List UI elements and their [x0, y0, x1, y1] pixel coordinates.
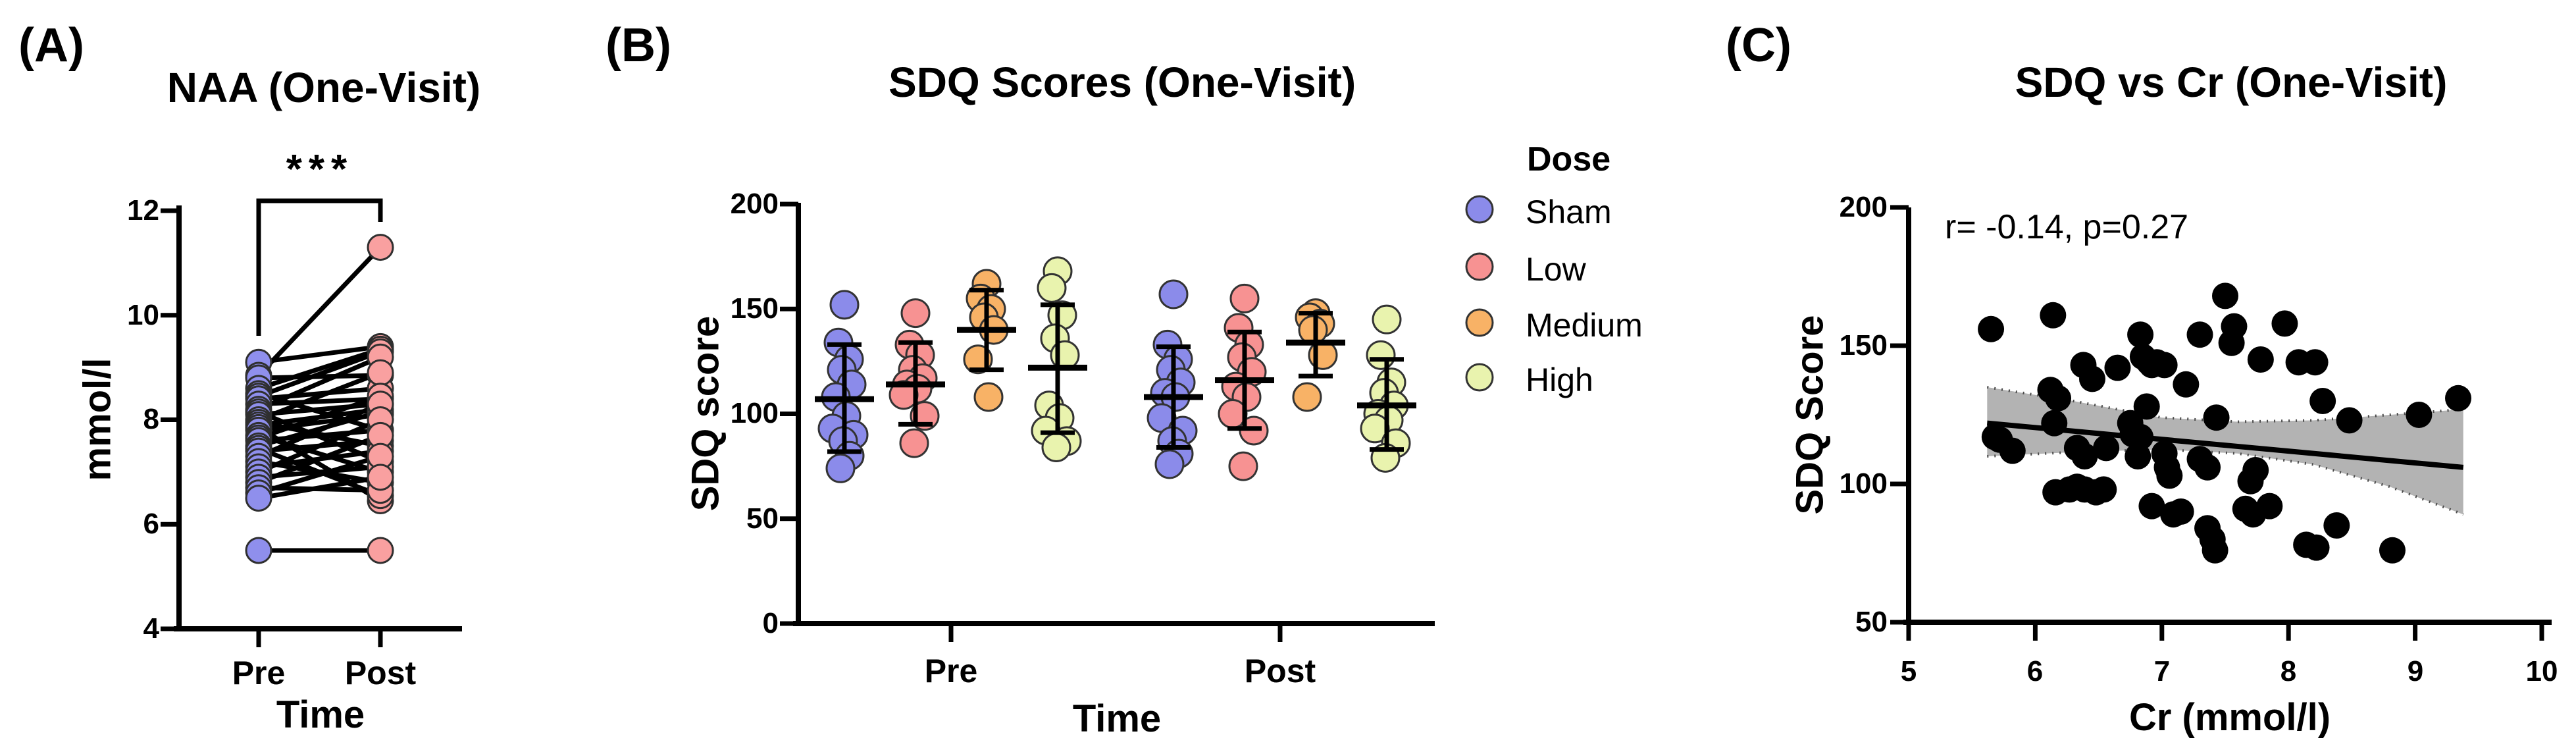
- panel-a-x-axis-label: Time: [276, 693, 365, 736]
- panel-c-label: (C): [1726, 19, 1791, 72]
- panel-c-xtick-9: 9: [2407, 655, 2424, 687]
- legend-label-low: Low: [1526, 251, 1586, 288]
- panel-c-ytick-100: 100: [1839, 468, 1888, 500]
- panel-a-ytick-6: 6: [143, 508, 159, 540]
- panel-a-xcat-post: Post: [344, 654, 417, 691]
- panel-b-ytick-100: 100: [730, 397, 779, 429]
- panel-c-x-axis-label: Cr (mmol/l): [2128, 696, 2331, 739]
- panel-a-significance-bracket: [256, 198, 383, 336]
- panel-a-axes: [161, 205, 462, 647]
- panel-b-ytick-0: 0: [762, 607, 779, 639]
- panel-a-post-points: [367, 234, 394, 564]
- panel-b-errorbar-post-sham: [1144, 344, 1203, 450]
- panel-c-xtick-7: 7: [2153, 655, 2171, 687]
- panel-b-title: SDQ Scores (One-Visit): [889, 59, 1356, 106]
- panel-b-ytick-50: 50: [746, 502, 779, 535]
- legend-swatch-medium: [1465, 308, 1494, 337]
- panel-b-xcat-pre: Pre: [924, 653, 978, 689]
- panel-c-title: SDQ vs Cr (One-Visit): [2015, 59, 2448, 106]
- legend-swatch-sham: [1465, 195, 1494, 224]
- panel-a-xcat-pre: Pre: [232, 654, 286, 691]
- panel-c-ytick-200: 200: [1839, 191, 1888, 223]
- panel-b-errorbar-pre-sham: [815, 342, 874, 454]
- legend-label-high: High: [1526, 361, 1593, 398]
- panel-b-errorbar-pre-high: [1028, 302, 1087, 435]
- panel-c-xtick-6: 6: [2026, 655, 2044, 687]
- panel-c-ytick-50: 50: [1855, 606, 1888, 638]
- legend-swatch-low: [1465, 252, 1494, 281]
- panel-b-axes: [780, 201, 1435, 642]
- legend-swatch-high: [1465, 363, 1494, 392]
- dose-legend-swatches: [1465, 195, 1494, 392]
- panel-a-ytick-12: 12: [127, 194, 159, 227]
- panel-b-errorbar-post-medium: [1286, 311, 1345, 379]
- panel-a-pair-lines: [257, 246, 382, 553]
- dose-legend-title: Dose: [1527, 140, 1611, 178]
- panel-c-ytick-150: 150: [1839, 329, 1888, 361]
- panel-a-ytick-10: 10: [127, 299, 159, 331]
- panel-a-label: (A): [18, 19, 84, 72]
- panel-a-ytick-4: 4: [143, 612, 159, 645]
- panel-b-ytick-150: 150: [730, 292, 779, 325]
- panel-a-pre-points: [245, 348, 272, 564]
- legend-label-sham: Sham: [1526, 194, 1612, 230]
- panel-b-xcat-post: Post: [1244, 653, 1316, 689]
- panel-c-regression-line: [1986, 420, 2464, 470]
- panel-b-ytick-200: 200: [730, 188, 779, 220]
- panel-a-significance-stars: ***: [286, 147, 354, 192]
- panel-c-correlation-annotation: r= -0.14, p=0.27: [1945, 208, 2189, 246]
- panel-b-errorbar-post-high: [1357, 357, 1416, 452]
- panel-b-errorbar-pre-medium: [957, 288, 1016, 373]
- panel-c-axes: [1890, 205, 2552, 641]
- panel-b-label: (B): [605, 19, 671, 72]
- panel-a-title: NAA (One-Visit): [167, 64, 481, 111]
- panel-c-xtick-5: 5: [1900, 655, 1917, 687]
- legend-label-medium: Medium: [1526, 307, 1643, 344]
- panel-a-ytick-8: 8: [143, 403, 159, 435]
- panel-c-xtick-8: 8: [2280, 655, 2297, 687]
- panel-b-errorbar-post-low: [1215, 329, 1274, 431]
- panel-c-xtick-10: 10: [2525, 655, 2558, 687]
- panel-c-scatter-points: [1978, 282, 2472, 564]
- panel-b-errorbar-pre-low: [886, 340, 945, 427]
- panel-b-x-axis-label: Time: [1072, 697, 1162, 740]
